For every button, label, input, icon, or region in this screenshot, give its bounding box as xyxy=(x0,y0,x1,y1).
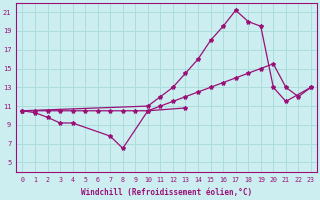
X-axis label: Windchill (Refroidissement éolien,°C): Windchill (Refroidissement éolien,°C) xyxy=(81,188,252,197)
